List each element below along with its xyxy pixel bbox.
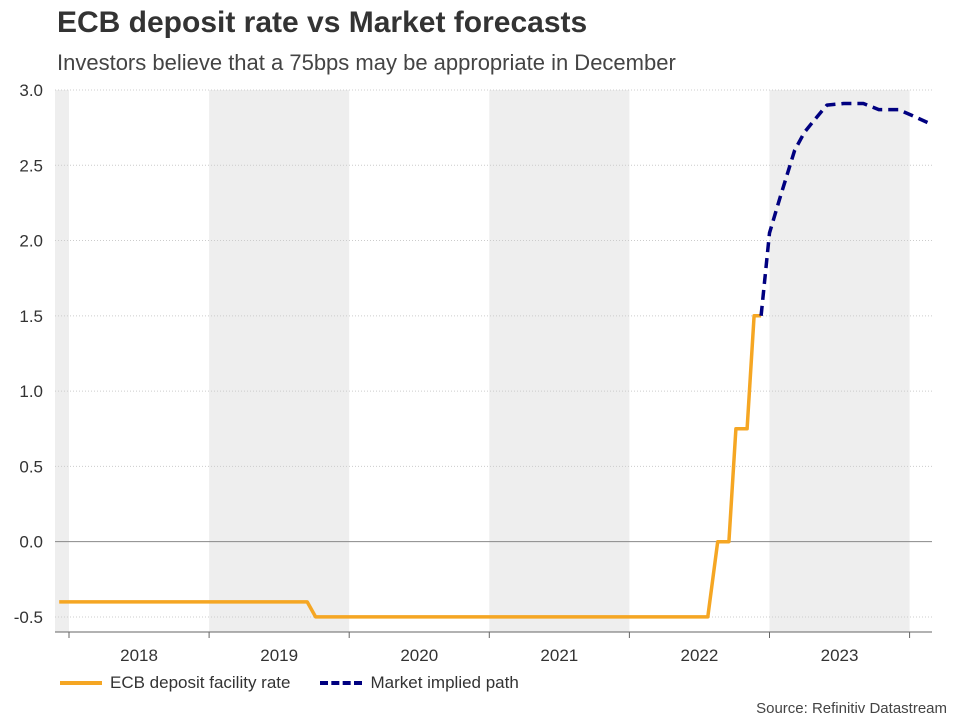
legend-swatch-ecb xyxy=(60,681,102,685)
series-line-ecb-deposit-rate xyxy=(59,314,762,619)
legend-swatch-market xyxy=(320,681,363,685)
shade-band-2021 xyxy=(489,90,630,632)
legend-label-market: Market implied path xyxy=(370,673,519,692)
y-tick-label-2.5: 2.5 xyxy=(19,156,43,175)
y-tick-label-0.0: 0.0 xyxy=(19,533,43,552)
series-line-market-implied-path xyxy=(759,101,933,316)
shade-band-2017 xyxy=(55,90,70,632)
chart-title: ECB deposit rate vs Market forecasts xyxy=(57,6,588,39)
x-tick-label-2023: 2023 xyxy=(821,646,859,665)
x-tick-label-2019: 2019 xyxy=(260,646,298,665)
legend: ECB deposit facility rate Market implied… xyxy=(60,673,549,693)
shade-band-2023 xyxy=(769,90,910,632)
x-tick-label-2020: 2020 xyxy=(400,646,438,665)
y-tick-label-1.5: 1.5 xyxy=(19,307,43,326)
y-tick-label-0.5: 0.5 xyxy=(19,457,43,476)
y-tick-label-3.0: 3.0 xyxy=(19,81,43,100)
legend-item-market: Market implied path xyxy=(320,673,519,693)
y-tick-label-2.0: 2.0 xyxy=(19,232,43,251)
x-tick-label-2021: 2021 xyxy=(540,646,578,665)
source-note: Source: Refinitiv Datastream xyxy=(756,700,947,717)
y-tick-label-1.0: 1.0 xyxy=(19,382,43,401)
legend-item-ecb: ECB deposit facility rate xyxy=(60,673,290,693)
legend-label-ecb: ECB deposit facility rate xyxy=(110,673,291,692)
y-tick-label--0.5: -0.5 xyxy=(14,608,43,627)
x-tick-label-2022: 2022 xyxy=(681,646,719,665)
x-tick-label-2018: 2018 xyxy=(120,646,158,665)
chart-subtitle: Investors believe that a 75bps may be ap… xyxy=(57,50,676,75)
shade-band-2019 xyxy=(209,90,350,632)
